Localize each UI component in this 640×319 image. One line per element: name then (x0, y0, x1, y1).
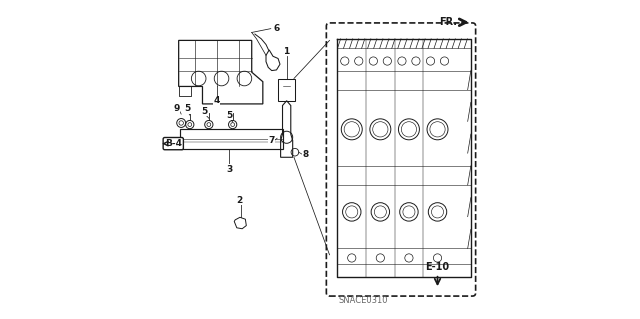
Text: 3: 3 (227, 165, 232, 174)
Text: 9: 9 (173, 104, 180, 113)
Text: 5: 5 (184, 104, 190, 113)
Text: 6: 6 (273, 24, 279, 33)
Text: B-4: B-4 (164, 139, 182, 148)
Text: E-10: E-10 (426, 263, 449, 272)
Text: 4: 4 (214, 96, 220, 105)
Text: 8: 8 (303, 150, 309, 159)
Text: 5: 5 (201, 107, 207, 116)
Text: 2: 2 (236, 196, 243, 205)
Text: 1: 1 (284, 47, 290, 56)
Text: 7: 7 (268, 136, 275, 145)
Text: 5: 5 (227, 111, 232, 120)
Text: SNACE0310: SNACE0310 (338, 296, 388, 305)
Text: FR.: FR. (440, 17, 458, 27)
